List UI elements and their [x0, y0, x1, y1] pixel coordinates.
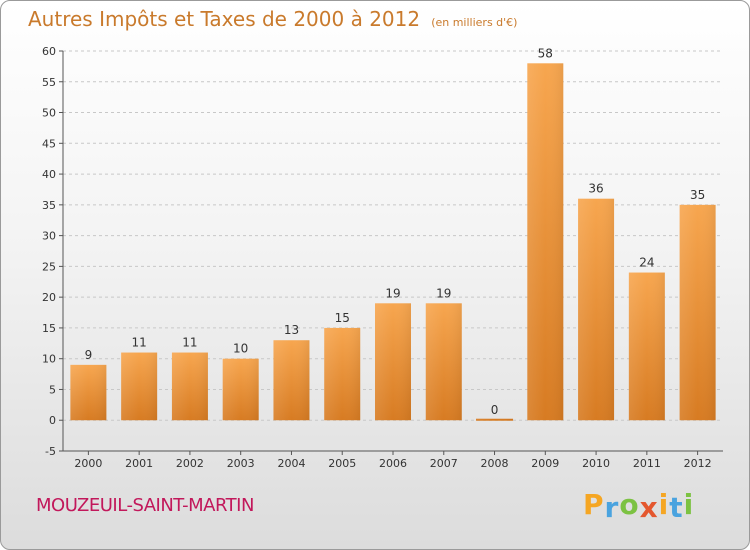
logo-letter: o	[619, 488, 640, 521]
chart-title: Autres Impôts et Taxes de 2000 à 2012	[28, 7, 421, 31]
bar-shade	[578, 198, 615, 421]
bar-shade	[628, 272, 665, 421]
y-tick-label: 10	[42, 353, 56, 366]
y-tick-label: 60	[42, 45, 56, 58]
chart-title-block: Autres Impôts et Taxes de 2000 à 2012 (e…	[28, 7, 517, 31]
y-tick-label: 15	[42, 322, 56, 335]
bar-shade	[527, 63, 564, 421]
value-label: 35	[690, 188, 705, 202]
y-tick-label: 25	[42, 260, 56, 273]
axes	[59, 50, 723, 455]
y-tick-label: 50	[42, 107, 56, 120]
bar-shade	[375, 303, 411, 421]
bar-shade	[70, 364, 107, 421]
value-label: 19	[436, 286, 451, 300]
x-tick-label: 2000	[74, 457, 102, 470]
chart-unit: (en milliers d'€)	[431, 16, 518, 29]
y-tick-label: 0	[49, 414, 56, 427]
x-tick-label: 2012	[684, 457, 712, 470]
x-tick-label: 2002	[176, 457, 204, 470]
value-label: 10	[233, 342, 248, 356]
value-label: 9	[85, 348, 93, 362]
y-tick-label: 40	[42, 168, 56, 181]
value-label: 24	[639, 256, 654, 270]
value-label: 11	[182, 336, 197, 350]
y-tick-label: 30	[42, 230, 56, 243]
x-tick-label: 2011	[633, 457, 661, 470]
y-tick-label: 5	[49, 383, 56, 396]
y-tick-label: 35	[42, 199, 56, 212]
logo-letter: r	[604, 491, 620, 524]
logo-letter: i	[683, 488, 695, 521]
y-tick-label: 55	[42, 76, 56, 89]
commune-name: MOUZEUIL-SAINT-MARTIN	[36, 495, 254, 516]
bar-shade	[121, 352, 158, 421]
bar-shade	[476, 419, 513, 421]
x-tick-label: 2001	[125, 457, 153, 470]
x-tick-label: 2006	[379, 457, 407, 470]
value-label: 19	[385, 286, 400, 300]
y-tick-label: 20	[42, 291, 56, 304]
logo-letter: P	[583, 488, 605, 521]
logo-letter: t	[669, 491, 684, 524]
x-tick-label: 2009	[531, 457, 559, 470]
value-label: 0	[491, 403, 499, 417]
x-tick-label: 2010	[582, 457, 610, 470]
logo-letter: i	[658, 488, 670, 521]
y-tick-label: 45	[42, 137, 56, 150]
labels: -5 0 5 10 15 20 25 30 35 40 45 50 55 60 9 2000 11 2001 11 2…	[42, 45, 712, 470]
proxiti-logo: Proxiti	[583, 488, 695, 524]
x-tick-label: 2003	[227, 457, 255, 470]
y-tick-label: -5	[45, 445, 56, 458]
x-tick-label: 2004	[277, 457, 305, 470]
bar-shade	[324, 327, 361, 421]
value-label: 13	[284, 323, 299, 337]
bar-shade	[679, 204, 716, 421]
value-label: 15	[335, 311, 350, 325]
logo-letter: x	[639, 491, 659, 524]
bar-shade	[171, 352, 208, 421]
bar-shade	[425, 303, 462, 421]
x-tick-label: 2005	[328, 457, 356, 470]
x-tick-label: 2008	[481, 457, 509, 470]
bar-shade	[222, 358, 259, 421]
value-label: 11	[132, 336, 147, 350]
value-label: 36	[588, 182, 603, 196]
value-label: 58	[538, 46, 553, 60]
bar-shade	[273, 340, 310, 421]
bars	[70, 63, 716, 421]
x-tick-label: 2007	[430, 457, 458, 470]
